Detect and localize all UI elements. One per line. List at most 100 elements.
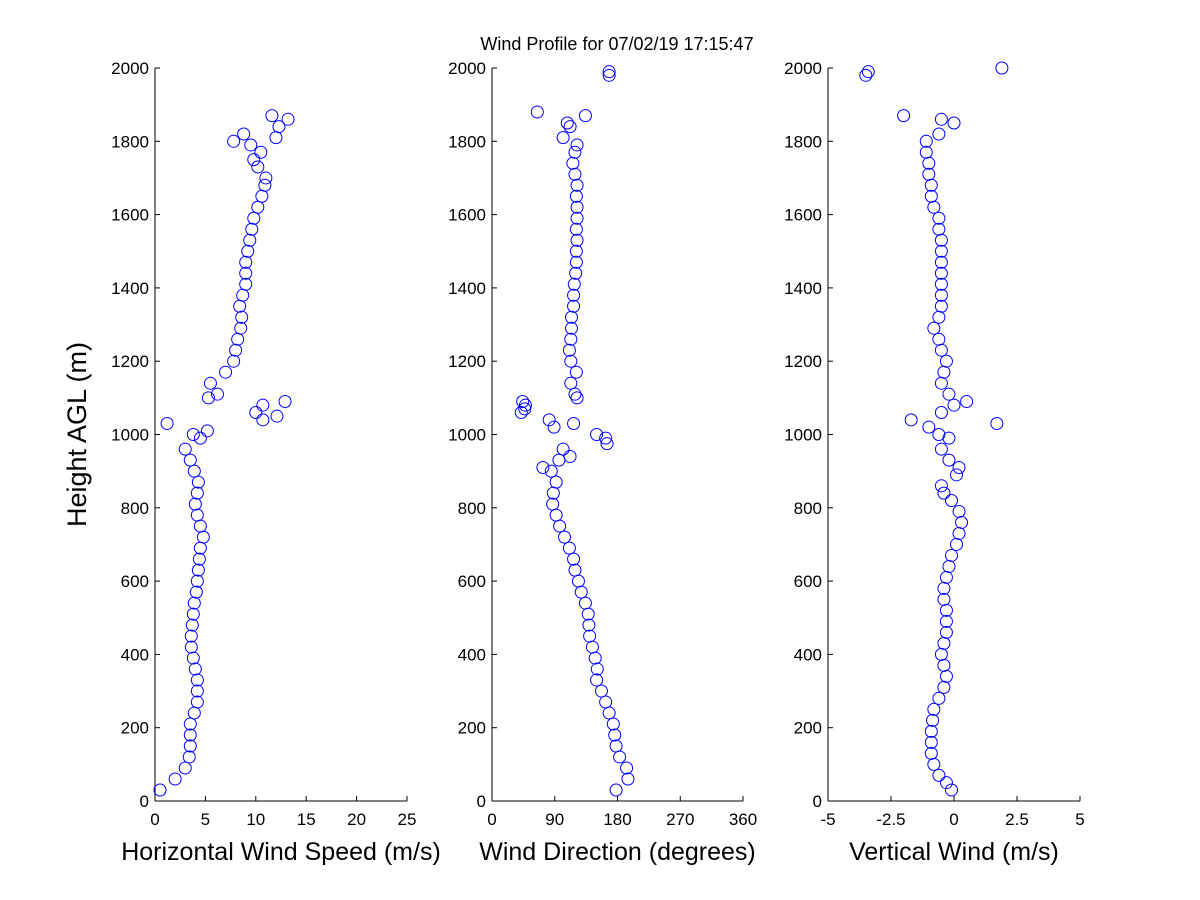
point [185,618,199,632]
point [590,673,604,687]
y-tick-label: 600 [458,572,486,591]
point [191,563,205,577]
point [924,735,938,749]
point [927,702,941,716]
point [190,486,204,500]
point [568,387,582,401]
x-tick-label: -2.5 [876,810,905,829]
point [235,310,249,324]
point [189,585,203,599]
point [186,651,200,665]
point [190,508,204,522]
point [950,468,964,482]
point [186,607,200,621]
point [569,189,583,203]
point [239,266,253,280]
point [609,783,623,797]
point [990,417,1004,431]
point [183,728,197,742]
point [178,442,192,456]
point [563,449,577,463]
point [570,233,584,247]
y-tick-label: 1800 [784,132,822,151]
point [934,244,948,258]
point [859,68,873,82]
point [182,750,196,764]
point [514,406,528,420]
y-tick-label: 800 [458,499,486,518]
point [219,365,233,379]
point [168,772,182,786]
point [546,497,560,511]
point [210,387,224,401]
point [939,614,953,628]
point [939,625,953,639]
point [564,332,578,346]
point [256,398,270,412]
point [567,417,581,431]
x-tick-label: 180 [603,810,631,829]
point [518,398,532,412]
point [934,299,948,313]
point [249,406,263,420]
point [924,724,938,738]
point [270,409,284,423]
point [227,354,241,368]
point [922,167,936,181]
x-axis-label: Horizontal Wind Speed (m/s) [121,838,441,866]
point [201,391,215,405]
y-tick-label: 2000 [448,59,486,78]
x-tick-label: 25 [398,810,417,829]
point [897,109,911,123]
point [556,442,570,456]
point [934,442,948,456]
point [594,684,608,698]
point [234,321,248,335]
point [944,548,958,562]
point [562,343,576,357]
point [564,310,578,324]
point [932,691,946,705]
point [621,772,635,786]
point [556,131,570,145]
point [600,437,614,451]
y-tick-label: 1000 [111,426,149,445]
point [934,406,948,420]
x-axis-label: Wind Direction (degrees) [479,838,756,866]
point [569,266,583,280]
y-tick-label: 0 [813,792,822,811]
point [564,321,578,335]
point [265,109,279,123]
y-tick-label: 1000 [448,426,486,445]
point [256,413,270,427]
y-tick-label: 1600 [111,206,149,225]
y-tick-label: 400 [458,645,486,664]
point [620,761,634,775]
point [193,431,207,445]
x-tick-label: 2.5 [1005,810,1029,829]
point [153,783,167,797]
point [568,167,582,181]
point [251,160,265,174]
point [937,592,951,606]
y-tick-label: 2000 [784,59,822,78]
point [927,321,941,335]
point [934,479,948,493]
point [259,171,273,185]
point [932,222,946,236]
y-tick-label: 1200 [111,352,149,371]
point [566,156,580,170]
point [239,255,253,269]
point [229,343,243,357]
point [184,640,198,654]
point [937,486,951,500]
point [567,288,581,302]
point [239,277,253,291]
y-tick-label: 1400 [784,279,822,298]
point [609,739,623,753]
point [995,61,1009,75]
point [200,424,214,438]
point [944,783,958,797]
point [590,662,604,676]
